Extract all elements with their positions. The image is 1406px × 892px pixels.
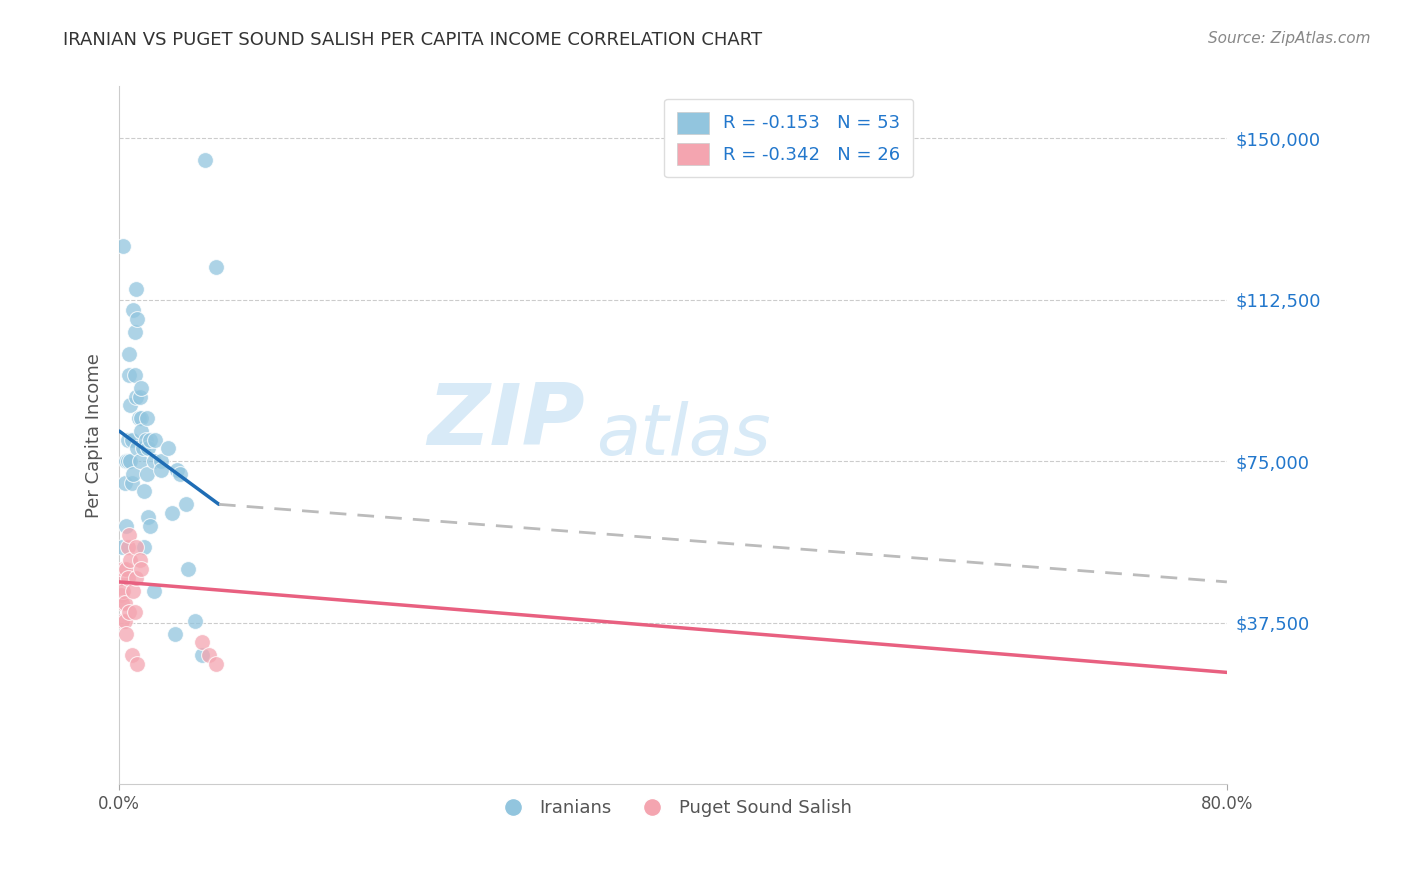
Point [117, 433, 139, 447]
Point [131, 562, 153, 576]
Point [129, 553, 152, 567]
Point [191, 648, 214, 662]
Point [118, 527, 141, 541]
Point [138, 510, 160, 524]
Point [194, 153, 217, 167]
Point [174, 497, 197, 511]
Point [198, 648, 221, 662]
Point [117, 541, 139, 555]
Point [128, 411, 150, 425]
Point [143, 433, 166, 447]
Point [156, 442, 179, 456]
Point [127, 442, 149, 456]
Point [205, 260, 228, 275]
Point [121, 433, 143, 447]
Point [111, 614, 134, 628]
Point [115, 562, 138, 576]
Text: atlas: atlas [596, 401, 770, 470]
Point [132, 442, 155, 456]
Point [166, 463, 188, 477]
Point [149, 454, 172, 468]
Point [136, 411, 159, 425]
Y-axis label: Per Capita Income: Per Capita Income [86, 353, 103, 518]
Point [111, 597, 134, 611]
Point [205, 657, 228, 671]
Point [118, 368, 141, 382]
Point [125, 571, 148, 585]
Point [112, 583, 135, 598]
Point [129, 390, 152, 404]
Point [125, 390, 148, 404]
Point [129, 454, 152, 468]
Point [191, 635, 214, 649]
Text: IRANIAN VS PUGET SOUND SALISH PER CAPITA INCOME CORRELATION CHART: IRANIAN VS PUGET SOUND SALISH PER CAPITA… [63, 31, 762, 49]
Point [114, 475, 136, 490]
Point [120, 398, 142, 412]
Point [122, 303, 145, 318]
Point [131, 411, 153, 425]
Point [120, 553, 142, 567]
Point [134, 484, 156, 499]
Point [127, 312, 149, 326]
Legend: Iranians, Puget Sound Salish: Iranians, Puget Sound Salish [488, 792, 859, 824]
Point [138, 433, 160, 447]
Point [110, 588, 132, 602]
Point [138, 519, 160, 533]
Point [114, 597, 136, 611]
Point [124, 605, 146, 619]
Point [125, 282, 148, 296]
Point [115, 454, 138, 468]
Point [122, 467, 145, 482]
Point [142, 583, 165, 598]
Point [118, 605, 141, 619]
Point [124, 368, 146, 382]
Point [124, 325, 146, 339]
Point [135, 433, 157, 447]
Point [149, 463, 172, 477]
Point [115, 519, 138, 533]
Point [111, 541, 134, 555]
Point [118, 346, 141, 360]
Text: Source: ZipAtlas.com: Source: ZipAtlas.com [1208, 31, 1371, 46]
Point [184, 614, 207, 628]
Point [120, 454, 142, 468]
Point [142, 454, 165, 468]
Point [177, 562, 200, 576]
Point [131, 381, 153, 395]
Point [121, 475, 143, 490]
Point [163, 626, 186, 640]
Point [160, 506, 183, 520]
Point [112, 562, 135, 576]
Point [169, 467, 191, 482]
Point [127, 657, 149, 671]
Point [110, 571, 132, 585]
Point [125, 541, 148, 555]
Point [138, 442, 160, 456]
Point [117, 571, 139, 585]
Point [131, 424, 153, 438]
Point [122, 583, 145, 598]
Point [112, 239, 135, 253]
Point [136, 467, 159, 482]
Point [134, 541, 156, 555]
Point [117, 454, 139, 468]
Point [115, 626, 138, 640]
Point [114, 614, 136, 628]
Point [121, 648, 143, 662]
Text: ZIP: ZIP [427, 380, 585, 463]
